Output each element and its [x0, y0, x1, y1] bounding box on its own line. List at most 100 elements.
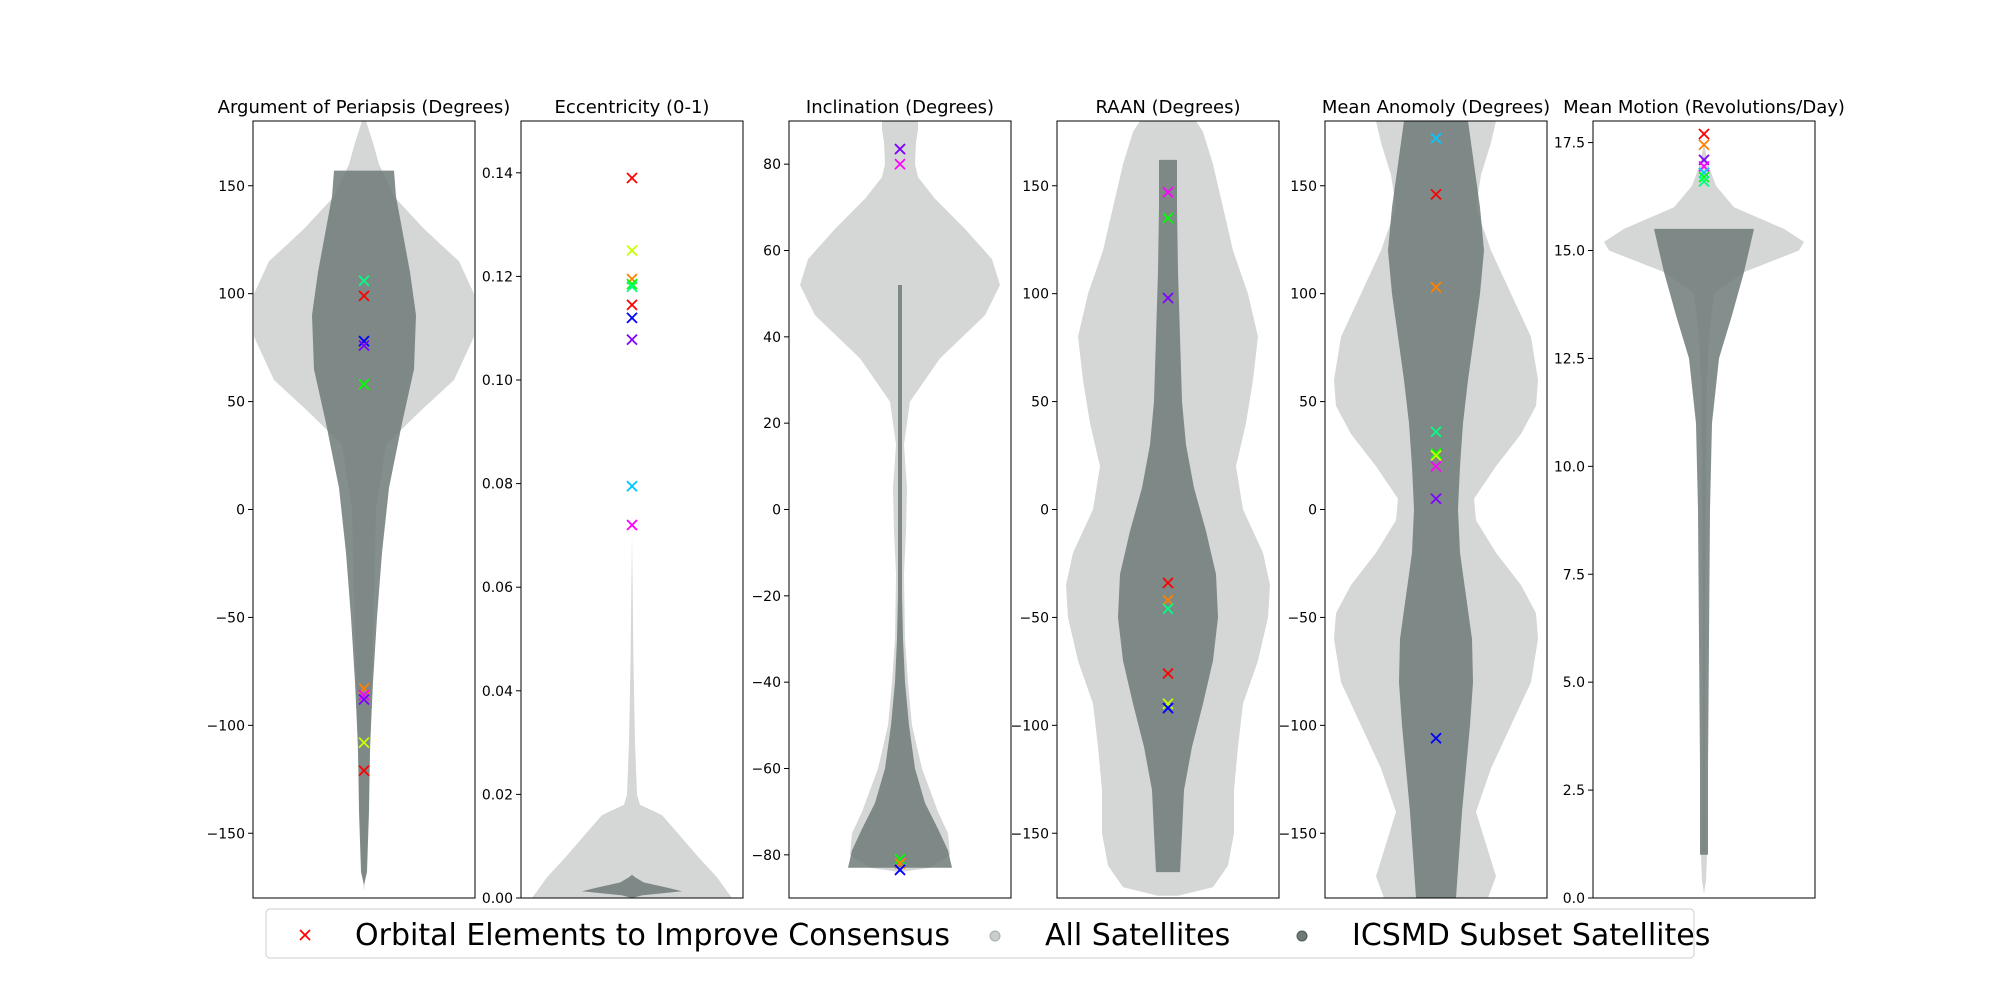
orbital-marker	[626, 278, 638, 290]
legend-orbital-marker	[299, 929, 311, 941]
y-tick-label: 7.5	[1563, 567, 1585, 583]
orbital-marker	[1162, 702, 1174, 714]
violin-icsmd-subset	[1118, 159, 1218, 873]
violins	[1334, 121, 1538, 898]
legend: Orbital Elements to Improve Consensus Al…	[265, 908, 1710, 959]
y-tick-label: −100	[207, 718, 245, 734]
y-tick-label: −100	[1279, 718, 1317, 734]
violin-icsmd-subset	[1388, 121, 1484, 898]
orbital-marker	[1162, 594, 1174, 606]
orbital-marker	[1162, 212, 1174, 224]
orbital-marker	[1162, 577, 1174, 589]
violins	[1604, 128, 1804, 894]
orbital-marker	[358, 335, 370, 347]
violins	[254, 121, 474, 892]
panel-title: Mean Anomoly (Degrees)	[1322, 97, 1550, 118]
y-tick-label: −50	[1019, 610, 1049, 626]
y-tick-label: 100	[1022, 287, 1049, 303]
y-tick-label: 0.02	[482, 787, 513, 803]
y-tick-label: 0	[236, 503, 245, 519]
panel-3: −80 −60 −40 −20 0 20 40 60 80 Inclination (Degree…	[751, 97, 1012, 899]
panel-title: Argument of Periapsis (Degrees)	[218, 97, 511, 118]
orbital-marker	[358, 378, 370, 390]
orbital-marker	[626, 312, 638, 324]
panel-1: −150 −100 −50 0 50 100 150 Argument of Periapsi…	[207, 97, 511, 899]
violins	[800, 121, 1000, 876]
orbital-marker	[626, 244, 638, 257]
orbital-marker	[626, 519, 638, 531]
orbital-marker	[1162, 292, 1174, 304]
orbital-marker	[358, 275, 370, 287]
y-tick-label: 0	[772, 503, 781, 519]
orbital-marker	[1430, 426, 1442, 438]
orbital-marker	[1430, 188, 1442, 201]
orbital-marker	[358, 736, 370, 749]
orbital-marker	[1430, 281, 1442, 293]
legend-all-label: All Satellites	[1045, 918, 1230, 953]
violin-icsmd-subset	[1654, 228, 1754, 855]
orbital-marker	[1430, 493, 1442, 505]
orbital-marker	[626, 333, 638, 346]
y-tick-label: 0.08	[482, 477, 513, 493]
y-tick-label: −150	[1279, 826, 1317, 842]
orbital-marker	[626, 281, 638, 293]
y-tick-label: 150	[1022, 179, 1049, 195]
violins	[532, 172, 732, 898]
orbital-marker	[1698, 128, 1710, 140]
orbital-marker	[1162, 698, 1174, 710]
y-tick-label: 50	[1031, 395, 1049, 411]
orbital-marker	[1698, 175, 1710, 188]
orbital-marker	[626, 480, 638, 492]
y-tick-label: 100	[1290, 287, 1317, 303]
y-tick-label: 20	[763, 416, 781, 432]
y-tick-label: 0	[1308, 503, 1317, 519]
y-tick-label: 10.0	[1554, 459, 1585, 475]
orbital-marker	[894, 864, 906, 876]
y-tick-label: 80	[763, 157, 781, 173]
y-tick-label: −50	[215, 610, 245, 626]
y-tick-label: −60	[751, 762, 781, 778]
orbital-marker	[894, 853, 906, 865]
y-tick-label: 17.5	[1554, 136, 1585, 152]
violin-icsmd-subset	[848, 285, 952, 868]
y-tick-label: 0.06	[482, 580, 513, 596]
y-tick-label: 0.0	[1563, 891, 1585, 907]
y-tick-label: 0	[1040, 503, 1049, 519]
orbital-marker	[1430, 132, 1442, 144]
y-tick-label: 150	[218, 179, 245, 195]
legend-orbital-label: Orbital Elements to Improve Consensus	[355, 918, 950, 953]
panel-2: 0.00 0.02 0.04 0.06 0.08 0.10 0.12 0.14 Eccentri…	[482, 97, 744, 907]
y-tick-label: −150	[207, 826, 245, 842]
orbital-marker	[358, 693, 370, 706]
y-tick-label: 40	[763, 330, 781, 346]
orbital-marker	[1430, 732, 1442, 744]
legend-all-marker	[989, 930, 1001, 942]
y-tick-label: 60	[763, 244, 781, 260]
panel-5: −150 −100 −50 0 50 100 150 Mean Anomoly (Degree…	[1279, 97, 1550, 899]
orbital-marker	[1162, 603, 1174, 615]
y-tick-label: −20	[751, 589, 781, 605]
orbital-marker	[626, 299, 638, 311]
panel-title: Mean Motion (Revolutions/Day)	[1563, 97, 1845, 118]
y-tick-label: 0.10	[482, 373, 513, 389]
panel-4: −150 −100 −50 0 50 100 150 RAAN (Degrees)	[1011, 97, 1280, 899]
y-tick-label: 5.0	[1563, 675, 1585, 691]
orbital-marker	[1430, 449, 1442, 462]
orbital-marker	[358, 339, 370, 352]
y-tick-label: 15.0	[1554, 244, 1585, 260]
y-tick-label: 50	[227, 395, 245, 411]
y-tick-label: 0.00	[482, 891, 513, 907]
y-tick-label: 100	[218, 287, 245, 303]
orbital-marker	[1698, 171, 1710, 183]
orbital-marker	[1430, 447, 1442, 460]
y-tick-label: 0.04	[482, 684, 513, 700]
orbital-marker	[358, 765, 370, 777]
y-tick-label: −50	[1287, 610, 1317, 626]
orbital-marker	[1698, 139, 1710, 151]
y-tick-label: −100	[1011, 718, 1049, 734]
panel-title: RAAN (Degrees)	[1095, 97, 1240, 118]
orbital-marker	[1698, 167, 1710, 179]
y-tick-label: −80	[751, 848, 781, 864]
orbital-marker	[1162, 186, 1174, 198]
